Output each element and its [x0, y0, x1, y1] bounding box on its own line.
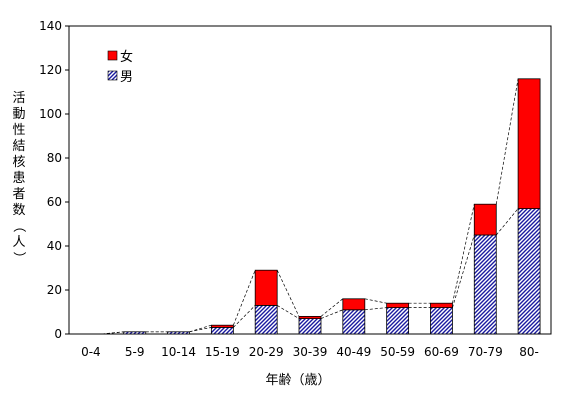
x-tick-label: 40-49	[336, 345, 371, 359]
y-axis-label-char: 性	[12, 123, 25, 138]
legend: 女男	[107, 49, 133, 85]
bar-male-15-19	[210, 326, 234, 335]
x-axis-label: 年齢（歳）	[265, 373, 330, 388]
bar-female-15-19	[210, 324, 234, 328]
bar-male-40-49	[342, 309, 366, 335]
bar-female-40-49	[342, 298, 366, 311]
y-axis-label-char: 数	[12, 203, 25, 218]
x-tick-label: 30-39	[293, 345, 328, 359]
series-line-male	[189, 327, 212, 333]
bar-male-80-	[517, 208, 541, 335]
series-line-male	[320, 309, 343, 319]
legend-label: 男	[120, 70, 133, 85]
bar-female-30-39	[298, 315, 322, 319]
series-line-male	[233, 305, 256, 328]
x-tick-label: 80-	[519, 345, 539, 359]
y-axis-label-char: 活	[12, 91, 25, 106]
series-line-male	[452, 234, 475, 308]
bar-female-70-79	[473, 203, 497, 236]
y-axis-label-char: 動	[12, 107, 25, 122]
x-tick-label: 70-79	[468, 345, 503, 359]
bar-male-30-39	[298, 318, 322, 335]
x-tick-label: 0-4	[81, 345, 101, 359]
bar-male-20-29	[254, 304, 278, 335]
bar-female-80-	[517, 78, 541, 210]
bar-female-50-59	[386, 302, 410, 309]
series-line-male	[277, 305, 300, 319]
bar-female-60-69	[430, 302, 453, 309]
y-axis-label-char: 患	[12, 171, 25, 186]
y-axis-label-char: ）	[11, 251, 26, 264]
y-tick-label: 120	[39, 63, 62, 77]
series-line-total	[189, 324, 212, 333]
x-tick-label: 10-14	[161, 345, 196, 359]
legend-label: 女	[120, 49, 133, 65]
y-axis-label-char: 核	[12, 155, 25, 170]
legend-swatch-男	[107, 70, 118, 81]
y-tick-label: 100	[39, 107, 62, 121]
series-line-male	[496, 208, 519, 236]
y-axis-label-char: 人	[12, 235, 25, 250]
series-line-total	[495, 78, 519, 205]
legend-swatch-女	[107, 50, 118, 61]
x-tick-label: 15-19	[205, 345, 240, 359]
bar-male-50-59	[386, 307, 410, 335]
y-tick-label: 40	[47, 239, 62, 253]
bar-male-60-69	[430, 307, 453, 335]
y-tick-label: 0	[54, 327, 62, 341]
bar-male-5-9	[123, 331, 147, 335]
y-axis-label-char: 者	[12, 187, 25, 202]
bar-male-70-79	[473, 234, 497, 335]
x-tick-label: 60-69	[424, 345, 459, 359]
series-line-total	[320, 298, 344, 317]
y-axis-label-char: （	[11, 219, 26, 232]
x-tick-label: 20-29	[249, 345, 284, 359]
series-line-male	[364, 307, 387, 311]
x-tick-label: 5-9	[125, 345, 145, 359]
plot-area: 0 20 40 60 80 100 120 140 0-4 5-9 10-14 15-19 20-29 3…	[39, 19, 552, 359]
y-tick-label: 20	[47, 283, 62, 297]
series-line-total	[364, 298, 387, 304]
y-tick-label: 140	[39, 19, 62, 33]
bar-female-20-29	[254, 269, 278, 306]
x-tick-label: 50-59	[380, 345, 415, 359]
series-line-total	[452, 204, 475, 304]
y-tick-label: 80	[47, 151, 62, 165]
y-axis-label-char: 結	[12, 139, 25, 154]
bar-male-10-14	[167, 331, 190, 335]
series-line-total	[276, 270, 300, 317]
series-line-total	[101, 331, 124, 335]
series-line-total	[233, 270, 256, 326]
y-tick-label: 60	[47, 195, 62, 209]
